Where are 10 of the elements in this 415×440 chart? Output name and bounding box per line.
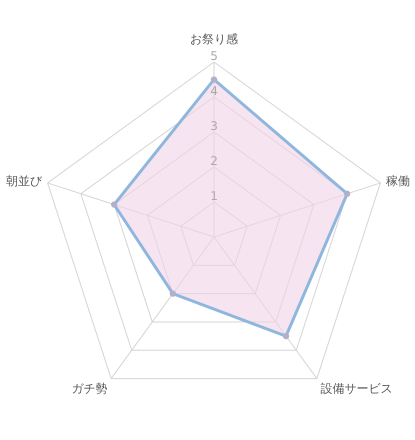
spoke-label: 設備サービス bbox=[320, 381, 392, 396]
spoke-label: 稼働 bbox=[386, 174, 410, 188]
y-tick-label: 1 bbox=[210, 189, 218, 203]
spoke-label: お祭り感 bbox=[190, 32, 238, 46]
y-tick-label: 5 bbox=[210, 49, 218, 63]
spoke-label: ガチ勢 bbox=[72, 381, 108, 396]
y-tick-label: 4 bbox=[210, 84, 218, 98]
y-tick-label: 2 bbox=[210, 154, 218, 168]
spoke-label: 朝並び bbox=[6, 174, 43, 188]
y-tick-label: 3 bbox=[210, 119, 218, 133]
